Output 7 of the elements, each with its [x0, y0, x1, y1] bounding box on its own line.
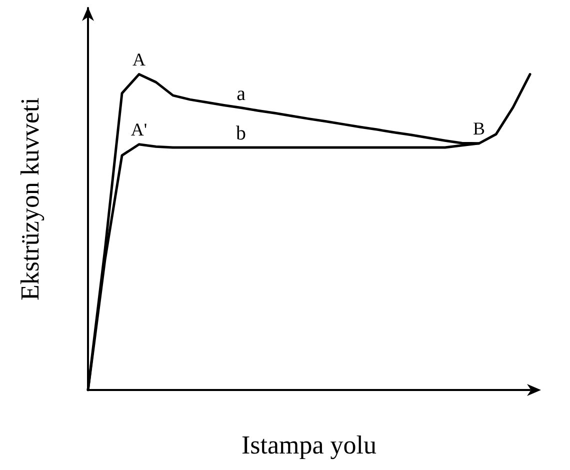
annotation: A' [130, 119, 148, 140]
x-axis-title: Istampa yolu [241, 430, 377, 460]
y-axis-title: Ekstrüzyon kuvveti [16, 98, 44, 300]
annotation: B [472, 118, 486, 138]
series-label: a [236, 82, 246, 105]
annotation: A [132, 49, 146, 70]
series-label: b [236, 122, 246, 145]
